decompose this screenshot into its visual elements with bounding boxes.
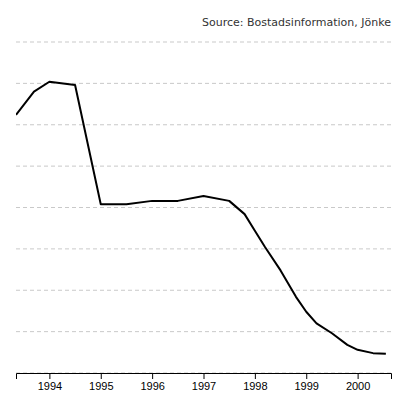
x-tick-mark [255,373,256,379]
grid-line [16,331,391,332]
grid-line [16,248,391,249]
x-tick: 2000 [346,373,370,392]
grid-line [16,166,391,167]
x-tick: 1994 [38,373,62,392]
grid-line [16,290,391,291]
x-tick: 1998 [243,373,267,392]
x-tick-label: 1998 [243,380,267,392]
x-tick: 1997 [192,373,216,392]
x-tick-mark [204,373,205,379]
plot: 1994 1995 1996 1997 1998 1999 2000 [16,42,392,392]
x-tick-label: 1995 [89,380,113,392]
x-tick: 1999 [294,373,318,392]
x-tick: 1995 [89,373,113,392]
x-tick-mark [49,373,50,379]
x-tick-label: 1999 [294,380,318,392]
grid-line [16,207,391,208]
x-tick-mark [152,373,153,379]
x-tick-mark [358,373,359,379]
x-tick-mark [306,373,307,379]
x-tick-label: 2000 [346,380,370,392]
grid-line [16,124,391,125]
marks [16,82,386,354]
x-axis-line [17,374,392,380]
x-tick-label: 1997 [192,380,216,392]
x-tick-label: 1994 [38,380,62,392]
chart: 1994 1995 1996 1997 1998 1999 2000 Source: Bost… [0,0,407,407]
x-axis: 1994 1995 1996 1997 1998 1999 2000 [17,373,392,392]
x-tick-mark [101,373,102,379]
x-tick: 1996 [140,373,164,392]
line [16,82,386,354]
grid [16,42,391,373]
x-tick-label: 1996 [140,380,164,392]
source-text: Source: Bostadsinformation, Jönke [202,16,391,29]
grid-line [16,42,391,43]
